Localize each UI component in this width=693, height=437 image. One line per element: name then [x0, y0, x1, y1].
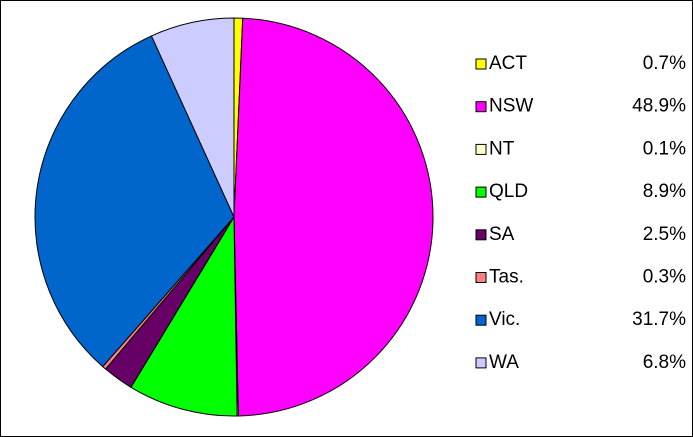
legend-value: 2.5% [643, 224, 686, 245]
legend-swatch [475, 143, 487, 155]
legend-value: 6.8% [643, 352, 686, 373]
pie-slice [233, 17, 434, 417]
legend-swatch [475, 229, 487, 241]
pie-slice [150, 17, 235, 218]
legend-value: 8.9% [643, 181, 686, 202]
legend-label: QLD [489, 181, 528, 202]
pie-slice [130, 215, 238, 417]
pie-slice [34, 35, 235, 368]
legend-value: 0.7% [643, 53, 686, 74]
legend-swatch [475, 272, 487, 283]
legend-label: WA [489, 352, 519, 373]
legend-value: 48.9% [632, 96, 686, 117]
legend-swatch [475, 357, 487, 369]
legend-value: 31.7% [632, 309, 686, 330]
legend-value: 0.3% [643, 267, 686, 288]
legend-swatch [475, 58, 487, 70]
legend-label: NT [489, 138, 515, 159]
legend-label: NSW [489, 96, 533, 117]
legend-label: ACT [489, 53, 527, 74]
legend-label: Vic. [489, 309, 520, 330]
legend-swatch [475, 186, 487, 198]
legend-label: SA [489, 224, 515, 245]
legend-label: Tas. [489, 267, 524, 288]
legend-swatch [475, 101, 487, 113]
legend-value: 0.1% [643, 138, 686, 159]
legend-swatch [475, 314, 487, 326]
